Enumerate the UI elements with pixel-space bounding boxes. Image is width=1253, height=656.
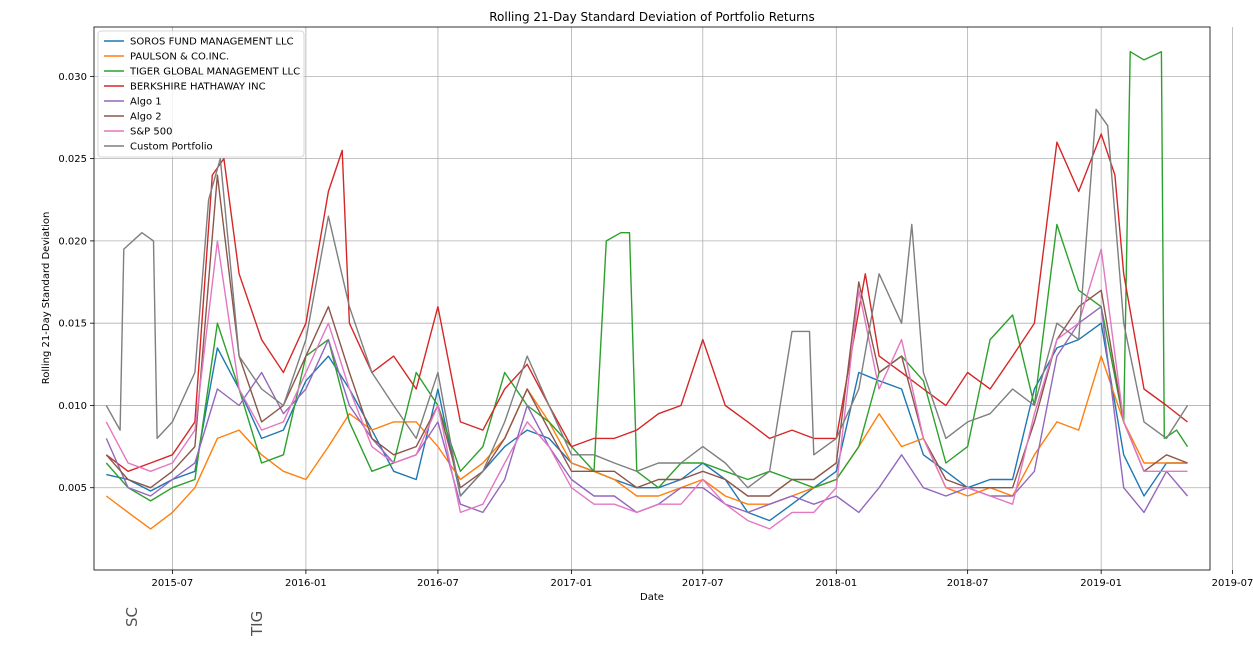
- x-tick-label: 2016-01: [285, 578, 327, 589]
- y-axis: 0.005 0.010 0.015 0.020 0.025 0.030: [58, 72, 94, 494]
- y-tick-label: 0.015: [58, 319, 87, 330]
- legend-entry: Algo 2: [130, 112, 162, 123]
- series-line-algo-2: [105, 174, 1188, 497]
- y-tick-label: 0.025: [58, 154, 87, 165]
- x-axis-label: Date: [640, 592, 664, 603]
- y-tick-label: 0.005: [58, 483, 87, 494]
- x-tick-label: 2015-07: [151, 578, 193, 589]
- legend-entry: Algo 1: [130, 97, 162, 108]
- x-tick-label: 2019-07: [1212, 578, 1253, 589]
- y-tick-label: 0.030: [58, 72, 87, 83]
- y-tick-label: 0.020: [58, 236, 87, 247]
- rotated-fragment-1: SC: [123, 607, 141, 627]
- y-axis-label: Rolling 21-Day Standard Deviation: [41, 212, 52, 385]
- legend: SOROS FUND MANAGEMENT LLC PAULSON & CO.IN…: [97, 30, 305, 158]
- series-line-paulson-co-inc: [105, 355, 1188, 530]
- chart-title: Rolling 21-Day Standard Deviation of Por…: [489, 10, 815, 24]
- legend-entry: TIGER GLOBAL MANAGEMENT LLC: [129, 67, 300, 78]
- series-line-custom-portfolio: [105, 108, 1189, 497]
- x-tick-label: 2017-07: [682, 578, 724, 589]
- series-line-s-p-500: [105, 240, 1188, 530]
- x-tick-label: 2016-07: [417, 578, 459, 589]
- series-layer: [105, 51, 1189, 530]
- series-line-soros-fund-management-llc: [106, 322, 1188, 522]
- y-tick-label: 0.010: [58, 401, 87, 412]
- legend-entry: BERKSHIRE HATHAWAY INC: [130, 82, 266, 93]
- x-axis: 2015-07 2016-01 2016-07 2017-01 2017-07 2018-…: [151, 570, 1253, 589]
- legend-entry: Custom Portfolio: [130, 142, 213, 153]
- legend-entry: PAULSON & CO.INC.: [130, 52, 229, 63]
- x-tick-label: 2018-01: [815, 578, 857, 589]
- legend-entry: S&P 500: [130, 127, 172, 138]
- plot-frame: [93, 26, 1211, 571]
- x-tick-label: 2017-01: [551, 578, 593, 589]
- rotated-fragment-2: TIG: [248, 610, 266, 636]
- legend-box: [97, 30, 305, 158]
- legend-entry: SOROS FUND MANAGEMENT LLC: [130, 37, 294, 48]
- series-line-berkshire-hathaway-inc: [105, 133, 1188, 472]
- x-tick-label: 2019-01: [1080, 578, 1122, 589]
- x-tick-label: 2018-07: [947, 578, 989, 589]
